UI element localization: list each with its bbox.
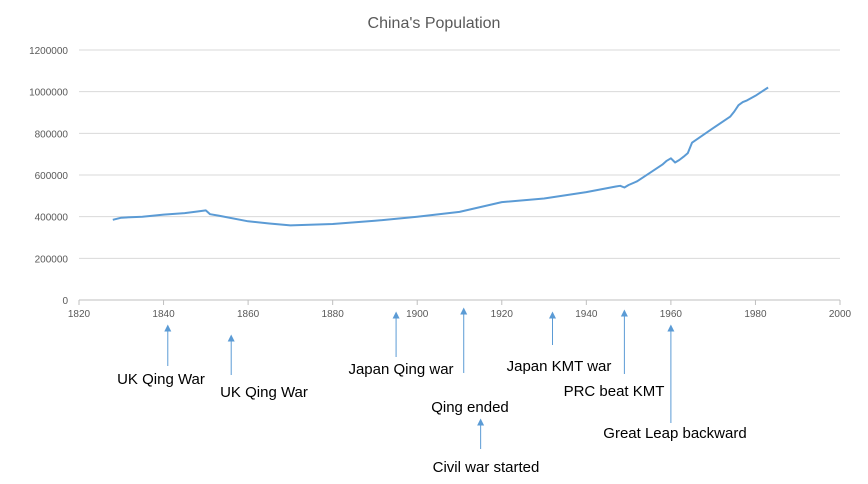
y-tick-label: 400000 <box>35 213 69 224</box>
y-axis-ticks: 0 200000 400000 600000 800000 1000000 1200000 <box>29 46 68 307</box>
x-tick-label: 1900 <box>406 309 429 320</box>
y-tick-label: 1000000 <box>29 88 68 99</box>
x-tick-label: 1820 <box>68 309 91 320</box>
x-tick-label: 1860 <box>237 309 260 320</box>
annotation-label: Japan KMT war <box>507 358 612 375</box>
annotation-label: Qing ended <box>431 399 509 416</box>
series-lines <box>112 86 769 227</box>
y-tick-label: 0 <box>62 296 68 307</box>
annotation-label: UK Qing War <box>117 371 205 388</box>
gridlines <box>78 49 841 305</box>
x-tick-label: 2000 <box>829 309 852 320</box>
y-tick-label: 1200000 <box>29 46 68 57</box>
annotation-label: UK Qing War <box>220 384 308 401</box>
x-tick-label: 1980 <box>744 309 767 320</box>
chart-title: China's Population <box>368 15 501 32</box>
annotations: UK Qing War UK Qing War Japan Qing war Qing… <box>117 307 747 476</box>
annotation-label: PRC beat KMT <box>564 383 665 400</box>
x-axis-ticks: 1820 1840 1860 1880 1900 1920 1940 1960 1980 2000 <box>68 309 852 320</box>
y-tick-label: 800000 <box>35 129 69 140</box>
x-tick-label: 1880 <box>322 309 345 320</box>
y-tick-label: 200000 <box>35 254 69 265</box>
population-line <box>112 86 769 227</box>
annotation-label: Japan Qing war <box>348 361 453 378</box>
annotation-label: Great Leap backward <box>603 425 746 442</box>
x-tick-label: 1940 <box>575 309 598 320</box>
x-tick-label: 1840 <box>152 309 175 320</box>
x-tick-label: 1920 <box>491 309 514 320</box>
annotation-label: Civil war started <box>433 459 540 476</box>
y-tick-label: 600000 <box>35 171 69 182</box>
x-tick-label: 1960 <box>660 309 683 320</box>
